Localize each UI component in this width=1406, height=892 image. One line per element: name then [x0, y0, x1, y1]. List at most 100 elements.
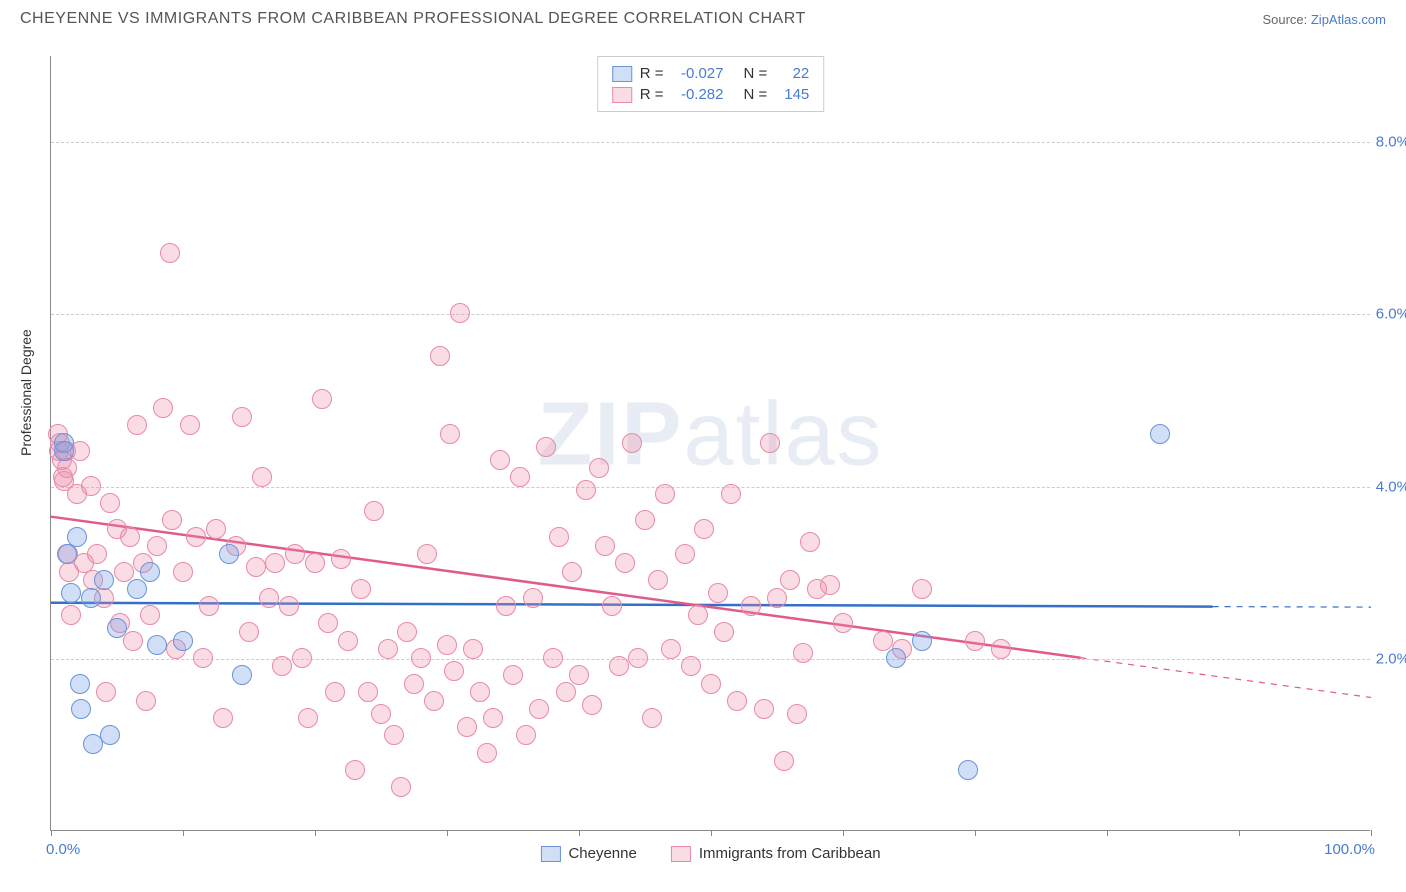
scatter-point	[991, 639, 1011, 659]
stats-row-series-0: R = -0.027 N = 22	[612, 63, 810, 84]
stats-row-series-1: R = -0.282 N = 145	[612, 84, 810, 105]
scatter-point	[721, 484, 741, 504]
scatter-point	[351, 579, 371, 599]
legend-label-0: Cheyenne	[568, 845, 636, 862]
scatter-point	[272, 656, 292, 676]
scatter-point	[774, 751, 794, 771]
scatter-point	[569, 665, 589, 685]
scatter-point	[358, 682, 378, 702]
scatter-point	[345, 760, 365, 780]
n-label: N =	[744, 86, 768, 103]
chart-header: CHEYENNE VS IMMIGRANTS FROM CARIBBEAN PR…	[0, 0, 1406, 36]
gridline	[51, 487, 1370, 488]
scatter-point	[615, 553, 635, 573]
scatter-point	[754, 699, 774, 719]
scatter-point	[123, 631, 143, 651]
scatter-point	[127, 579, 147, 599]
x-tick	[183, 830, 184, 836]
scatter-point	[602, 596, 622, 616]
scatter-point	[440, 424, 460, 444]
scatter-point	[173, 631, 193, 651]
scatter-point	[694, 519, 714, 539]
scatter-point	[510, 467, 530, 487]
scatter-point	[81, 476, 101, 496]
scatter-point	[232, 665, 252, 685]
scatter-point	[136, 691, 156, 711]
x-tick	[1107, 830, 1108, 836]
scatter-point	[437, 635, 457, 655]
scatter-point	[213, 708, 233, 728]
x-tick	[711, 830, 712, 836]
scatter-point	[206, 519, 226, 539]
scatter-point	[912, 631, 932, 651]
scatter-point	[378, 639, 398, 659]
scatter-point	[127, 415, 147, 435]
scatter-point	[71, 699, 91, 719]
scatter-point	[417, 544, 437, 564]
scatter-point	[681, 656, 701, 676]
scatter-point	[140, 562, 160, 582]
scatter-point	[760, 433, 780, 453]
correlation-stats-box: R = -0.027 N = 22 R = -0.282 N = 145	[597, 56, 825, 112]
scatter-point	[516, 725, 536, 745]
scatter-point	[404, 674, 424, 694]
x-tick	[579, 830, 580, 836]
scatter-point	[67, 527, 87, 547]
scatter-point	[780, 570, 800, 590]
scatter-point	[457, 717, 477, 737]
scatter-point	[246, 557, 266, 577]
scatter-point	[371, 704, 391, 724]
scatter-point	[886, 648, 906, 668]
scatter-point	[490, 450, 510, 470]
scatter-point	[430, 346, 450, 366]
scatter-point	[496, 596, 516, 616]
chart-container: Professional Degree ZIPatlas R = -0.027 …	[0, 36, 1406, 886]
scatter-point	[252, 467, 272, 487]
y-tick-label: 8.0%	[1376, 134, 1406, 151]
scatter-point	[609, 656, 629, 676]
scatter-point	[1150, 424, 1170, 444]
scatter-point	[298, 708, 318, 728]
trend-lines	[51, 56, 1370, 830]
scatter-point	[305, 553, 325, 573]
scatter-point	[622, 433, 642, 453]
scatter-point	[727, 691, 747, 711]
legend-swatch-0	[540, 846, 560, 862]
scatter-point	[642, 708, 662, 728]
legend-item-1: Immigrants from Caribbean	[671, 845, 881, 862]
scatter-point	[483, 708, 503, 728]
scatter-point	[100, 493, 120, 513]
scatter-point	[648, 570, 668, 590]
y-tick-label: 2.0%	[1376, 650, 1406, 667]
gridline	[51, 659, 1370, 660]
scatter-point	[173, 562, 193, 582]
scatter-point	[364, 501, 384, 521]
scatter-point	[793, 643, 813, 663]
x-tick	[975, 830, 976, 836]
scatter-point	[450, 303, 470, 323]
scatter-point	[556, 682, 576, 702]
legend-label-1: Immigrants from Caribbean	[699, 845, 881, 862]
scatter-point	[833, 613, 853, 633]
legend: Cheyenne Immigrants from Caribbean	[540, 845, 880, 862]
scatter-point	[232, 407, 252, 427]
scatter-point	[708, 583, 728, 603]
scatter-point	[958, 760, 978, 780]
scatter-point	[239, 622, 259, 642]
scatter-point	[635, 510, 655, 530]
scatter-point	[180, 415, 200, 435]
n-label: N =	[744, 65, 768, 82]
source-link[interactable]: ZipAtlas.com	[1311, 12, 1386, 27]
scatter-point	[820, 575, 840, 595]
scatter-point	[285, 544, 305, 564]
scatter-point	[325, 682, 345, 702]
source-prefix: Source:	[1262, 12, 1310, 27]
x-tick	[1371, 830, 1372, 836]
legend-item-0: Cheyenne	[540, 845, 636, 862]
scatter-point	[87, 544, 107, 564]
scatter-point	[912, 579, 932, 599]
gridline	[51, 314, 1370, 315]
scatter-point	[96, 682, 116, 702]
scatter-point	[160, 243, 180, 263]
scatter-point	[470, 682, 490, 702]
